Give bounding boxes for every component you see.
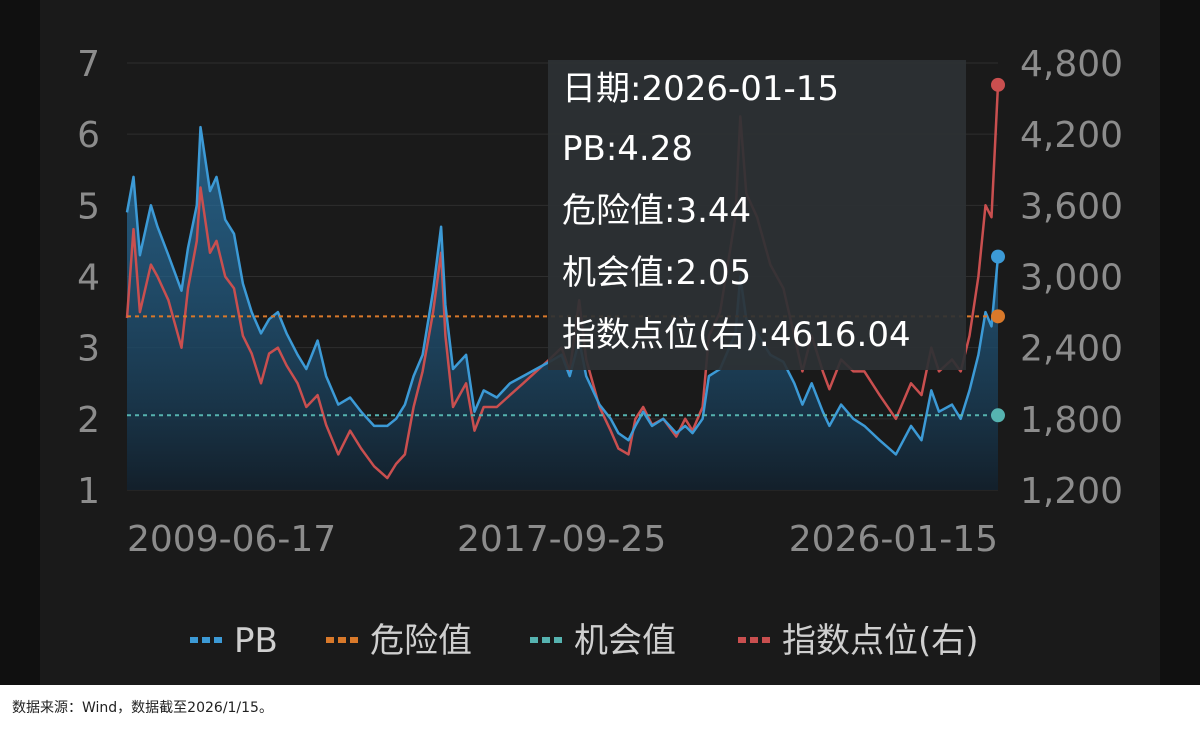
- x-tick-label: 2026-01-15: [789, 519, 998, 560]
- tooltip: 日期:2026-01-15 PB:4.28 危险值:3.44 机会值:2.05 …: [548, 60, 966, 370]
- y-left-tick-label: 6: [77, 115, 100, 156]
- tooltip-pb: PB:4.28: [562, 129, 693, 169]
- tooltip-opportunity: 机会值:2.05: [562, 253, 751, 293]
- y-right-tick-label: 3,600: [1020, 186, 1123, 227]
- x-tick-label: 2009-06-17: [127, 519, 336, 560]
- tooltip-background: [548, 60, 966, 370]
- source-note: 数据来源：Wind，数据截至2026/1/15。: [12, 700, 273, 716]
- y-left-tick-label: 4: [77, 258, 100, 299]
- y-left-tick-label: 2: [77, 400, 100, 441]
- legend-label-opportunity: 机会值: [574, 621, 676, 661]
- y-left-tick-label: 7: [77, 44, 100, 85]
- y-right-tick-label: 3,000: [1020, 258, 1123, 299]
- pb-end-dot: [991, 249, 1005, 264]
- legend: PB 危险值 机会值 指数点位(右): [190, 621, 979, 661]
- chart-panel: 1 2 3 4 5 6 7 1,200 1,800 2,400 3,000 3,600 4,200 4,…: [0, 0, 1200, 685]
- pb-area: [127, 127, 998, 490]
- tooltip-index: 指数点位(右):4616.04: [562, 315, 911, 355]
- legend-label-danger: 危险值: [370, 621, 472, 661]
- y-right-tick-label: 2,400: [1020, 329, 1123, 370]
- y-right-tick-label: 4,200: [1020, 115, 1123, 156]
- y-left-tick-label: 3: [77, 329, 100, 370]
- legend-label-index: 指数点位(右): [782, 621, 979, 661]
- y-left-tick-label: 1: [77, 471, 100, 512]
- y-right-tick-label: 4,800: [1020, 44, 1123, 85]
- x-tick-label: 2017-09-25: [457, 519, 666, 560]
- y-right-tick-label: 1,200: [1020, 471, 1123, 512]
- danger-end-dot: [991, 309, 1005, 324]
- index-end-dot: [991, 77, 1005, 92]
- legend-label-pb: PB: [234, 621, 278, 661]
- opportunity-end-dot: [991, 408, 1005, 423]
- tooltip-danger: 危险值:3.44: [562, 191, 751, 231]
- y-left-tick-label: 5: [77, 186, 100, 227]
- pb-chart: 1 2 3 4 5 6 7 1,200 1,800 2,400 3,000 3,600 4,200 4,…: [77, 44, 1123, 661]
- tooltip-date: 日期:2026-01-15: [562, 69, 839, 109]
- y-right-tick-label: 1,800: [1020, 400, 1123, 441]
